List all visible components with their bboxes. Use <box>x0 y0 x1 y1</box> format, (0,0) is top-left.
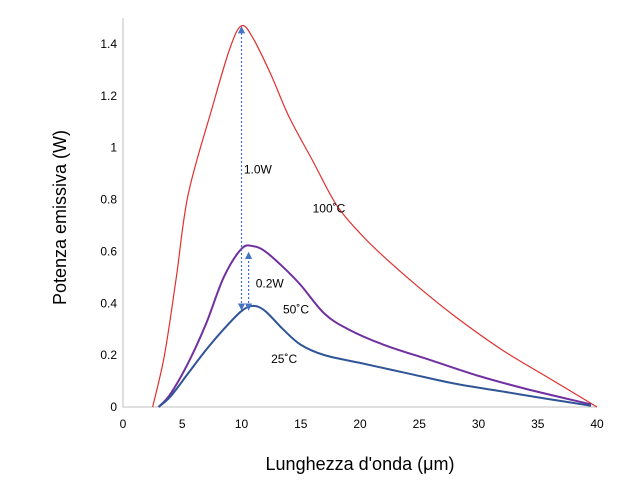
x-axis-title: Lunghezza d'onda (μm) <box>266 454 455 474</box>
x-tick-label: 15 <box>294 417 308 431</box>
y-tick-labels: 0 0.2 0.4 0.6 0.8 1 1.2 1.4 <box>100 37 117 414</box>
series-label: 25˚C <box>271 352 297 366</box>
annotation-layer: 1.0W 0.2W <box>237 26 285 311</box>
y-tick-label: 0.2 <box>100 348 117 362</box>
y-tick-label: 1.2 <box>100 89 117 103</box>
x-tick-label: 5 <box>179 417 186 431</box>
difference-label: 0.2W <box>256 277 285 291</box>
y-tick-label: 0.4 <box>100 296 117 310</box>
series-line <box>152 24 598 408</box>
series-label-layer: 100˚C 50˚C 25˚C <box>271 202 345 366</box>
x-tick-label: 40 <box>590 417 604 431</box>
y-tick-label: 0.8 <box>100 193 117 207</box>
y-tick-label: 0.6 <box>100 244 117 258</box>
x-tick-label: 10 <box>235 417 249 431</box>
x-tick-label: 0 <box>120 417 127 431</box>
y-tick-label: 0 <box>110 400 117 414</box>
x-tick-label: 30 <box>472 417 486 431</box>
y-axis-title: Potenza emissiva (W) <box>50 130 70 305</box>
series-label: 100˚C <box>313 202 346 216</box>
series-line <box>157 304 592 408</box>
difference-label: 1.0W <box>244 163 273 177</box>
y-tick-label: 1.4 <box>100 37 117 51</box>
x-tick-label: 25 <box>413 417 427 431</box>
series-label: 50˚C <box>283 303 309 317</box>
y-tick-label: 1 <box>110 141 117 155</box>
series-layer <box>152 24 598 408</box>
x-tick-label: 20 <box>353 417 367 431</box>
series-line <box>157 244 592 408</box>
x-tick-labels: 0 5 10 15 20 25 30 35 40 <box>120 417 604 431</box>
x-tick-label: 35 <box>531 417 545 431</box>
